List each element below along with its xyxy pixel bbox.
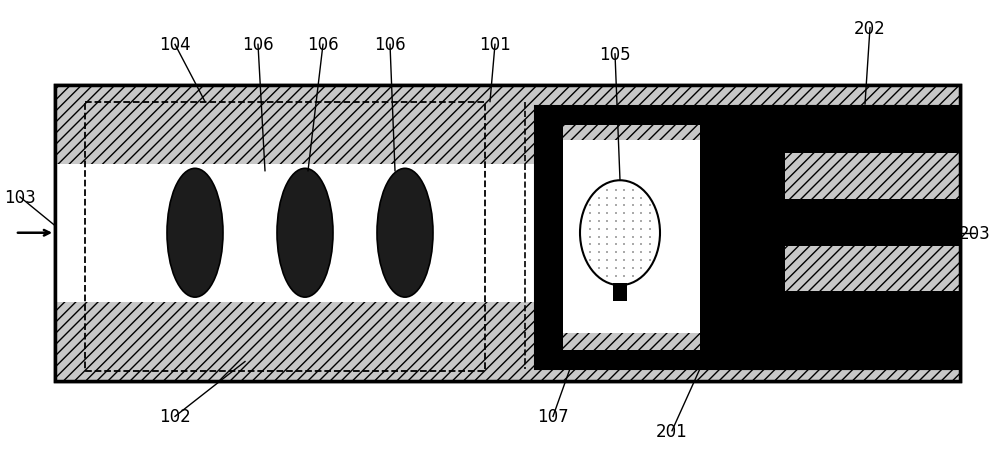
Bar <box>55 86 960 381</box>
Text: 102: 102 <box>159 407 191 426</box>
Bar <box>735 200 960 247</box>
Bar <box>55 164 960 302</box>
Text: 201: 201 <box>656 422 688 440</box>
Bar <box>535 107 563 369</box>
Bar <box>735 291 960 369</box>
Bar <box>535 350 735 369</box>
Text: 202: 202 <box>854 20 886 38</box>
Text: 107: 107 <box>537 407 569 426</box>
Text: 106: 106 <box>307 36 339 54</box>
Bar <box>785 154 960 200</box>
Bar <box>700 126 735 350</box>
Text: 103: 103 <box>4 188 36 207</box>
Ellipse shape <box>277 169 333 298</box>
Bar <box>563 126 735 350</box>
Text: 203: 203 <box>959 224 991 242</box>
Ellipse shape <box>167 169 223 298</box>
Bar <box>613 283 627 301</box>
Text: 101: 101 <box>479 36 511 54</box>
Text: 105: 105 <box>599 46 631 64</box>
Bar <box>735 154 785 200</box>
Text: 106: 106 <box>242 36 274 54</box>
Bar <box>735 247 785 291</box>
Ellipse shape <box>377 169 433 298</box>
Bar <box>55 86 960 381</box>
Bar <box>535 107 735 126</box>
Bar <box>55 302 960 381</box>
Bar <box>735 107 960 154</box>
Bar <box>785 247 960 291</box>
Bar <box>735 107 960 369</box>
Bar <box>535 107 955 369</box>
Ellipse shape <box>580 181 660 286</box>
Text: 104: 104 <box>159 36 191 54</box>
Bar <box>85 102 485 371</box>
Bar <box>55 86 960 164</box>
Bar <box>563 140 700 333</box>
Bar <box>563 126 735 350</box>
Text: 106: 106 <box>374 36 406 54</box>
